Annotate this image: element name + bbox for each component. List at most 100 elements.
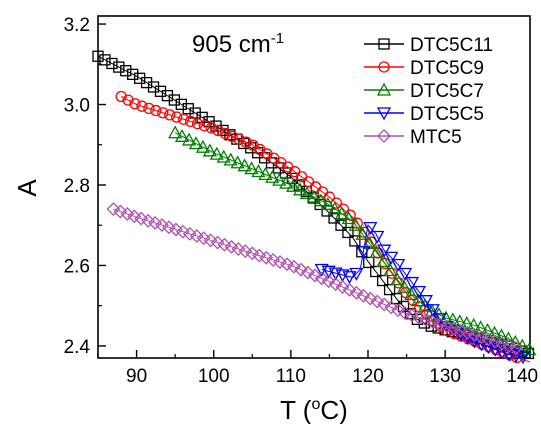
- data-point: [299, 186, 315, 200]
- data-point: [293, 262, 308, 277]
- data-point: [342, 283, 357, 297]
- data-point: [120, 65, 132, 77]
- data-point: [425, 315, 440, 329]
- data-point: [122, 94, 134, 106]
- data-point: [488, 334, 503, 349]
- data-point: [383, 283, 396, 296]
- data-point: [462, 333, 474, 345]
- data-point: [155, 218, 169, 233]
- data-point: [224, 239, 239, 254]
- data-point: [330, 197, 343, 209]
- data-point: [150, 104, 162, 117]
- data-point: [349, 267, 364, 281]
- data-point: [383, 263, 398, 277]
- data-point: [370, 230, 385, 244]
- data-point: [226, 130, 238, 143]
- data-point: [245, 246, 260, 261]
- data-point: [175, 224, 190, 239]
- data-point: [398, 306, 412, 321]
- data-point: [404, 287, 419, 301]
- legend-item-dtc5c9: DTC5C9: [364, 58, 484, 79]
- data-point: [205, 122, 218, 134]
- data-point: [181, 132, 197, 146]
- data-point: [418, 295, 433, 309]
- data-point: [136, 100, 148, 112]
- data-point: [99, 54, 111, 66]
- data-point: [349, 285, 364, 300]
- series-layer: [92, 50, 537, 365]
- data-point: [189, 229, 204, 243]
- data-point: [209, 146, 224, 160]
- data-point: [334, 206, 349, 220]
- legend-item-mtc5: MTC5: [364, 127, 462, 148]
- data-point: [189, 107, 201, 119]
- data-point: [168, 125, 183, 139]
- data-point: [390, 272, 405, 286]
- data-point: [439, 319, 454, 334]
- data-point: [487, 325, 502, 339]
- data-point: [495, 336, 510, 351]
- data-point: [356, 246, 371, 260]
- y-tick-label: 2.8: [64, 176, 90, 197]
- data-point: [355, 226, 370, 240]
- data-point: [286, 178, 301, 192]
- y-tick-label: 3.0: [64, 96, 90, 117]
- series-dtc5c7: [168, 125, 537, 356]
- data-point: [391, 303, 406, 318]
- data-point: [106, 202, 121, 217]
- data-point: [397, 267, 413, 281]
- data-point: [184, 115, 197, 128]
- data-point: [515, 351, 531, 365]
- data-point: [148, 216, 163, 230]
- series-mtc5: [106, 202, 524, 355]
- data-point: [212, 124, 224, 137]
- data-point: [272, 172, 287, 186]
- data-point: [129, 98, 141, 110]
- legend-marker: [378, 38, 390, 50]
- data-point: [328, 212, 340, 224]
- data-point: [113, 204, 128, 219]
- y-tick-label: 2.6: [64, 256, 90, 277]
- data-point: [314, 271, 329, 286]
- data-point: [258, 167, 273, 181]
- data-point: [418, 312, 433, 327]
- data-point: [425, 304, 440, 318]
- data-point: [198, 120, 211, 132]
- data-point: [217, 237, 232, 252]
- data-point: [191, 117, 204, 130]
- data-point: [182, 103, 194, 115]
- data-point: [157, 107, 169, 119]
- data-point: [168, 94, 181, 106]
- annotation-label: 905 cm-1: [192, 30, 284, 58]
- data-point: [376, 254, 391, 268]
- data-point: [481, 332, 496, 347]
- data-point: [177, 113, 190, 125]
- data-point: [280, 257, 294, 272]
- data-point: [203, 233, 218, 248]
- data-point: [252, 248, 267, 263]
- data-point: [237, 158, 252, 172]
- data-point: [453, 323, 468, 338]
- data-point: [219, 127, 231, 140]
- data-point: [266, 252, 281, 267]
- data-point: [134, 72, 146, 84]
- data-point: [210, 235, 225, 250]
- data-point: [231, 242, 246, 256]
- data-point: [120, 207, 135, 221]
- data-point: [349, 235, 361, 247]
- data-point: [363, 291, 378, 306]
- data-point: [216, 149, 231, 163]
- data-point: [279, 175, 294, 189]
- legend-marker: [377, 129, 391, 143]
- y-tick-label: 2.4: [64, 337, 91, 358]
- data-point: [154, 85, 167, 97]
- data-point: [384, 251, 399, 265]
- data-point: [404, 276, 420, 290]
- data-point: [342, 271, 357, 285]
- data-point: [306, 189, 322, 203]
- data-point: [362, 235, 377, 249]
- data-point: [509, 341, 524, 355]
- data-point: [328, 277, 343, 292]
